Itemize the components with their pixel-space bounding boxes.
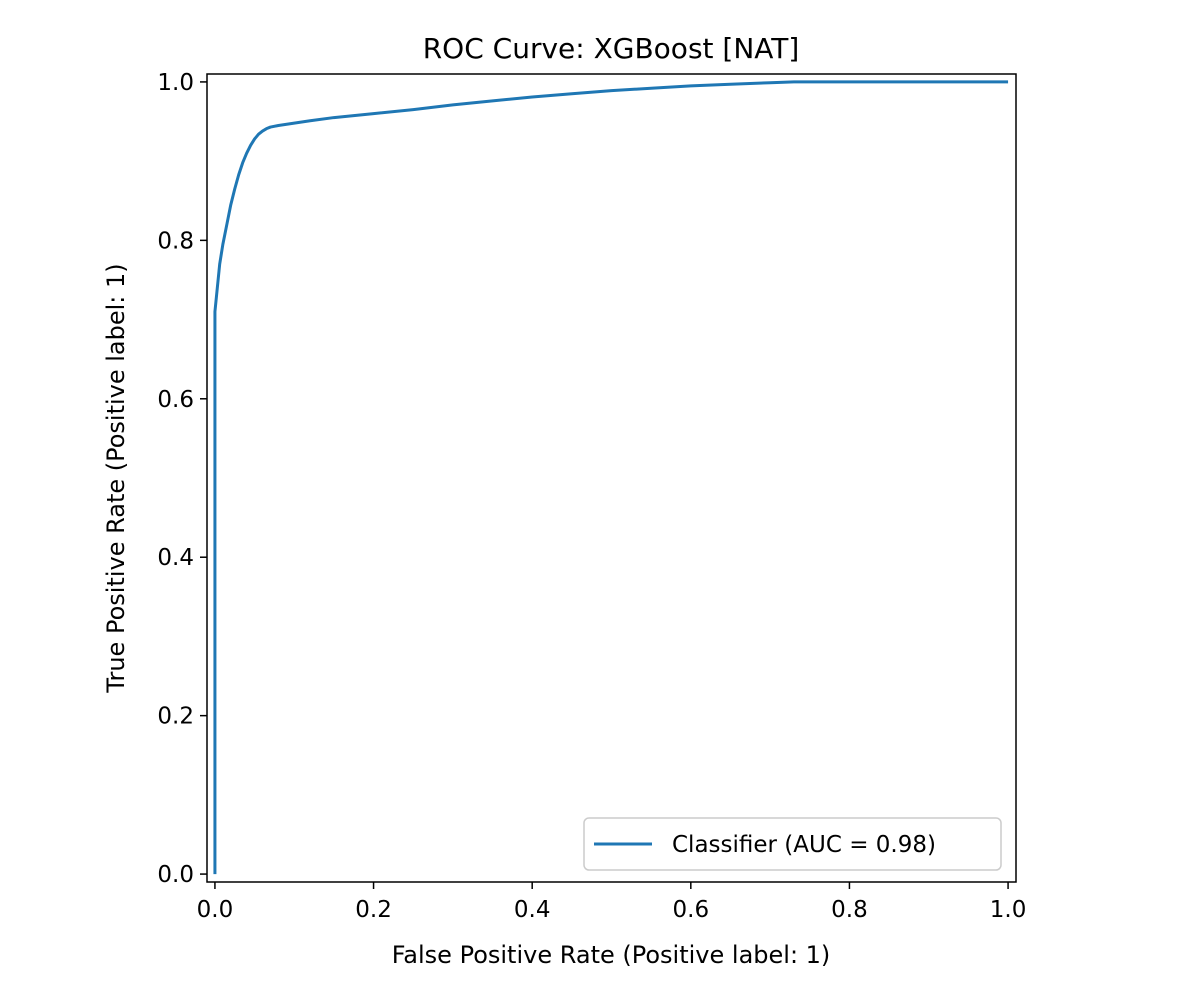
- x-tick-label: 0.2: [355, 897, 392, 923]
- y-tick-label: 0.2: [157, 704, 194, 730]
- plot-area: [213, 80, 1009, 875]
- x-axis-ticks: 0.0 0.2 0.4 0.6 0.8 1.0: [197, 882, 1027, 923]
- x-tick-label: 0.8: [831, 897, 868, 923]
- roc-curve-line: [213, 80, 1009, 875]
- y-tick-label: 0.6: [157, 387, 194, 413]
- axes-frame: [206, 73, 1017, 883]
- y-tick-label: 0.0: [157, 862, 194, 888]
- x-tick-label: 1.0: [990, 897, 1027, 923]
- y-tick-label: 0.8: [157, 228, 194, 254]
- x-tick-label: 0.4: [514, 897, 551, 923]
- chart-title: ROC Curve: XGBoost [NAT]: [423, 32, 800, 65]
- legend-box: [583, 817, 1002, 871]
- x-axis-label: False Positive Rate (Positive label: 1): [392, 941, 831, 969]
- x-tick-label: 0.6: [673, 897, 710, 923]
- y-tick-label: 1.0: [157, 70, 194, 96]
- y-axis-label: True Positive Rate (Positive label: 1): [102, 263, 130, 693]
- y-axis-ticks: 0.0 0.2 0.4 0.6 0.8 1.0: [157, 70, 207, 888]
- legend: Classifier (AUC = 0.98): [583, 817, 1002, 871]
- legend-entry-label: Classifier (AUC = 0.98): [672, 832, 936, 858]
- x-tick-label: 0.0: [197, 897, 234, 923]
- y-tick-label: 0.4: [157, 545, 194, 571]
